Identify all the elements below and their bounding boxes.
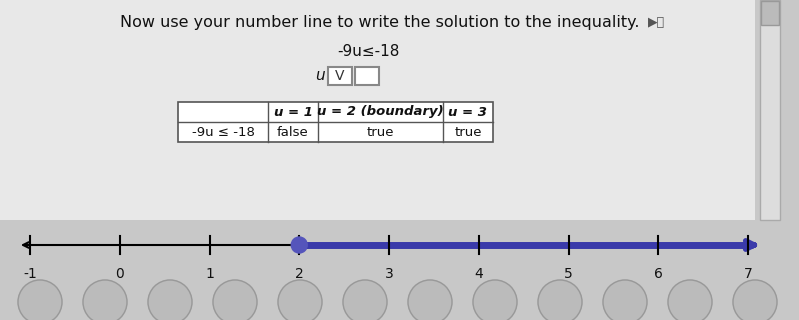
Text: 1: 1 — [205, 267, 214, 281]
Bar — [0, 0, 755, 220]
Text: u: u — [315, 68, 325, 84]
Text: Now use your number line to write the solution to the inequality.: Now use your number line to write the so… — [121, 14, 640, 29]
Circle shape — [292, 237, 308, 253]
Circle shape — [603, 280, 647, 320]
Text: V: V — [336, 69, 344, 83]
Text: 4: 4 — [475, 267, 483, 281]
Text: -1: -1 — [23, 267, 37, 281]
Bar — [355, 67, 379, 85]
Text: u = 3: u = 3 — [448, 106, 487, 118]
Text: true: true — [455, 125, 482, 139]
Circle shape — [278, 280, 322, 320]
Bar — [328, 67, 352, 85]
Circle shape — [83, 280, 127, 320]
Text: ▶⦿: ▶⦿ — [648, 15, 665, 28]
Text: 3: 3 — [384, 267, 393, 281]
Circle shape — [473, 280, 517, 320]
Circle shape — [668, 280, 712, 320]
Text: -9u≤-18: -9u≤-18 — [337, 44, 400, 60]
Bar — [178, 102, 493, 142]
Circle shape — [213, 280, 257, 320]
Text: 7: 7 — [744, 267, 753, 281]
Text: 6: 6 — [654, 267, 662, 281]
Text: 5: 5 — [564, 267, 573, 281]
Bar — [761, 1, 779, 25]
Circle shape — [18, 280, 62, 320]
Text: true: true — [367, 125, 394, 139]
Text: 0: 0 — [115, 267, 124, 281]
Text: -9u ≤ -18: -9u ≤ -18 — [192, 125, 254, 139]
Circle shape — [733, 280, 777, 320]
Text: false: false — [277, 125, 309, 139]
Bar — [760, 0, 780, 220]
Text: u = 2 (boundary): u = 2 (boundary) — [317, 106, 443, 118]
Circle shape — [148, 280, 192, 320]
Circle shape — [408, 280, 452, 320]
Text: u = 1: u = 1 — [273, 106, 312, 118]
Text: 2: 2 — [295, 267, 304, 281]
Circle shape — [538, 280, 582, 320]
Circle shape — [343, 280, 387, 320]
